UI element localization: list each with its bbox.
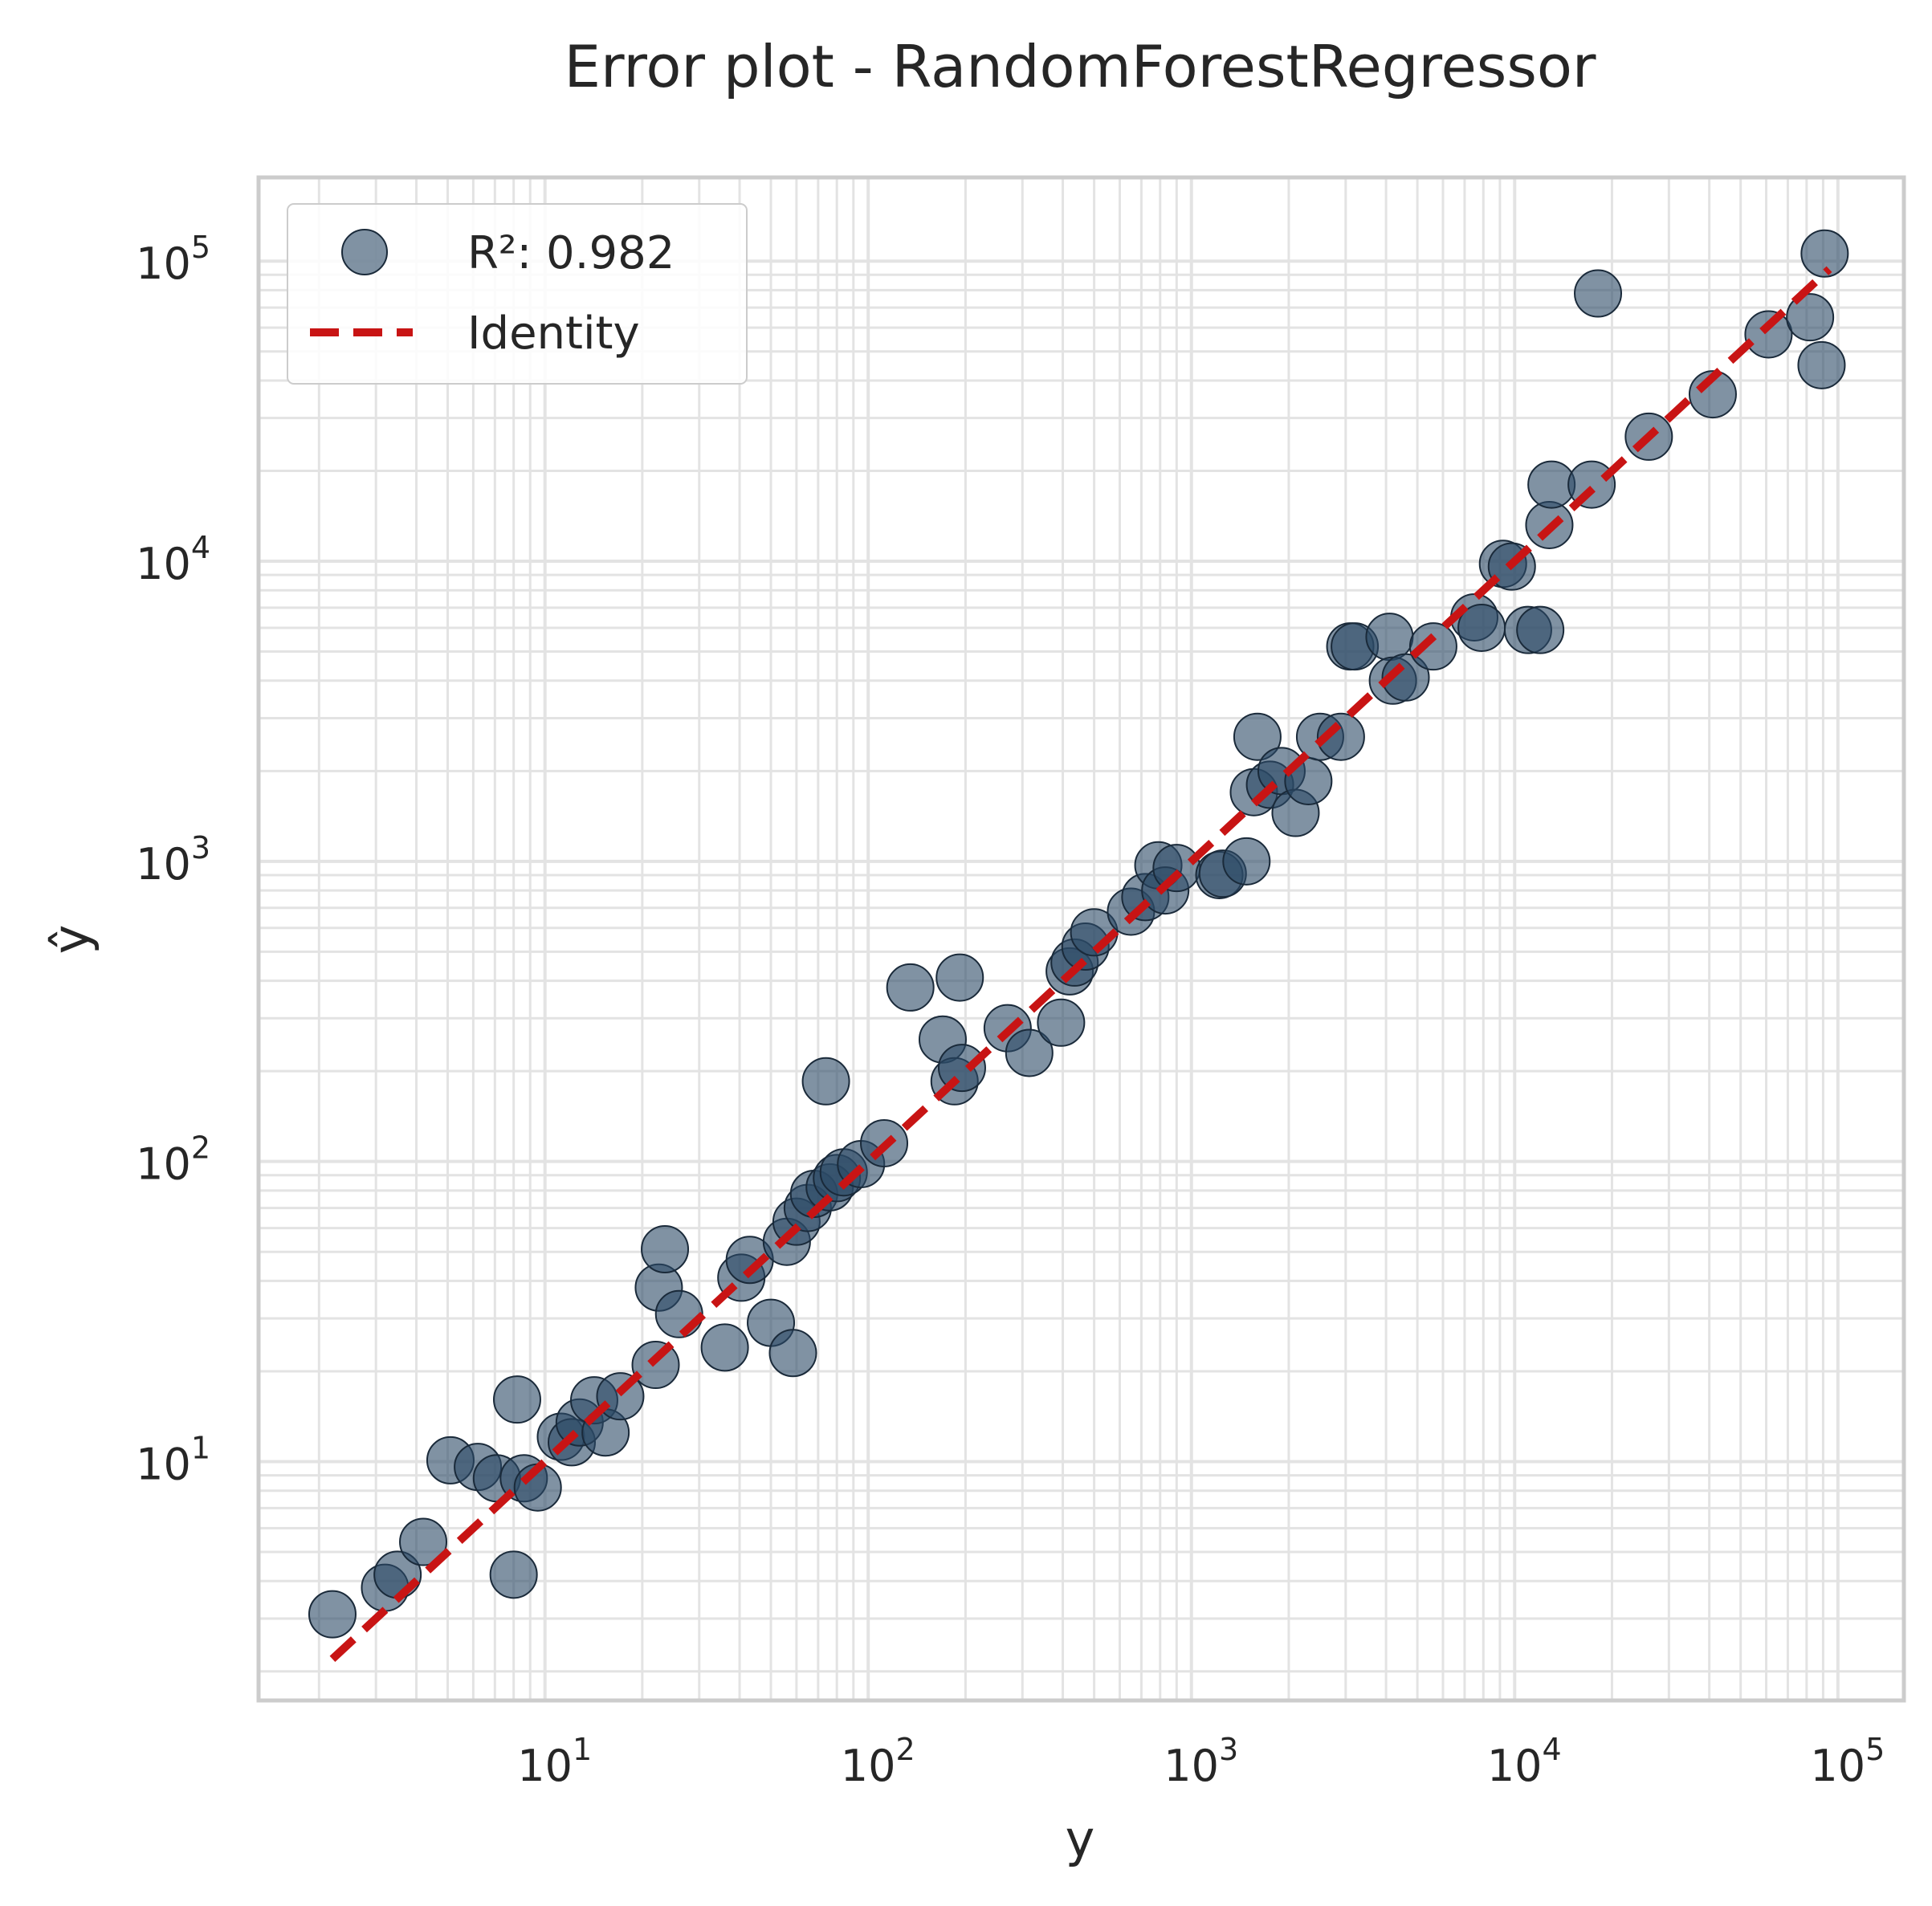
legend-marker-scatter (341, 229, 388, 275)
identity-line-layer (329, 266, 1832, 1662)
chart-title: Error plot - RandomForestRegressor (565, 33, 1596, 100)
grid-lines (259, 177, 1904, 1700)
legend-label-identity: Identity (467, 307, 640, 360)
scatter-point (1786, 293, 1835, 342)
scatter-point (641, 1224, 690, 1273)
scatter-point (1005, 1028, 1054, 1077)
scatter-point (768, 1329, 817, 1378)
scatter-point (1688, 370, 1737, 419)
scatter-point (1800, 229, 1849, 278)
x-tick-label: 102 (841, 1732, 915, 1791)
scatter-point (1316, 712, 1365, 761)
scatter-point (1233, 712, 1282, 761)
scatter-point (1797, 340, 1846, 389)
y-axis-label: ŷ (42, 925, 100, 955)
legend[interactable]: R²: 0.982 Identity (287, 203, 748, 385)
scatter-point (700, 1323, 749, 1372)
x-axis-label: y (1066, 1810, 1095, 1868)
scatter-point (654, 1289, 703, 1338)
y-tick-label: 104 (136, 530, 210, 589)
x-tick-label: 105 (1810, 1732, 1885, 1791)
scatter-point (399, 1517, 448, 1566)
scatter-point (492, 1375, 541, 1424)
scatter-point (801, 1057, 850, 1106)
legend-label-scatter: R²: 0.982 (467, 227, 675, 279)
tick-labels: 101 102 103 104 105 101 102 103 104 105 (136, 230, 1885, 1791)
identity-line (329, 266, 1832, 1662)
x-tick-label: 101 (517, 1732, 592, 1791)
y-tick-label: 103 (136, 830, 210, 890)
scatter-point (1408, 622, 1457, 671)
y-tick-label: 105 (136, 230, 210, 289)
scatter-point (1037, 998, 1086, 1047)
scatter-point (489, 1550, 538, 1599)
scatter-points (308, 229, 1849, 1639)
scatter-point (1574, 269, 1623, 318)
y-tick-label: 101 (136, 1430, 210, 1489)
scatter-point (1516, 605, 1565, 654)
scatter-point (1744, 310, 1793, 359)
scatter-point (937, 1044, 986, 1093)
scatter-point (1222, 837, 1271, 886)
legend-box (287, 203, 748, 385)
y-tick-label: 102 (136, 1130, 210, 1190)
scatter-point (1152, 844, 1201, 893)
scatter-point (1365, 613, 1414, 662)
scatter-point (886, 963, 935, 1012)
x-tick-label: 103 (1164, 1732, 1238, 1791)
scatter-point (308, 1590, 357, 1639)
scatter-point (935, 953, 984, 1002)
x-tick-label: 104 (1487, 1732, 1562, 1791)
scatter-point (1381, 653, 1430, 702)
plot-frame (256, 175, 1906, 1703)
